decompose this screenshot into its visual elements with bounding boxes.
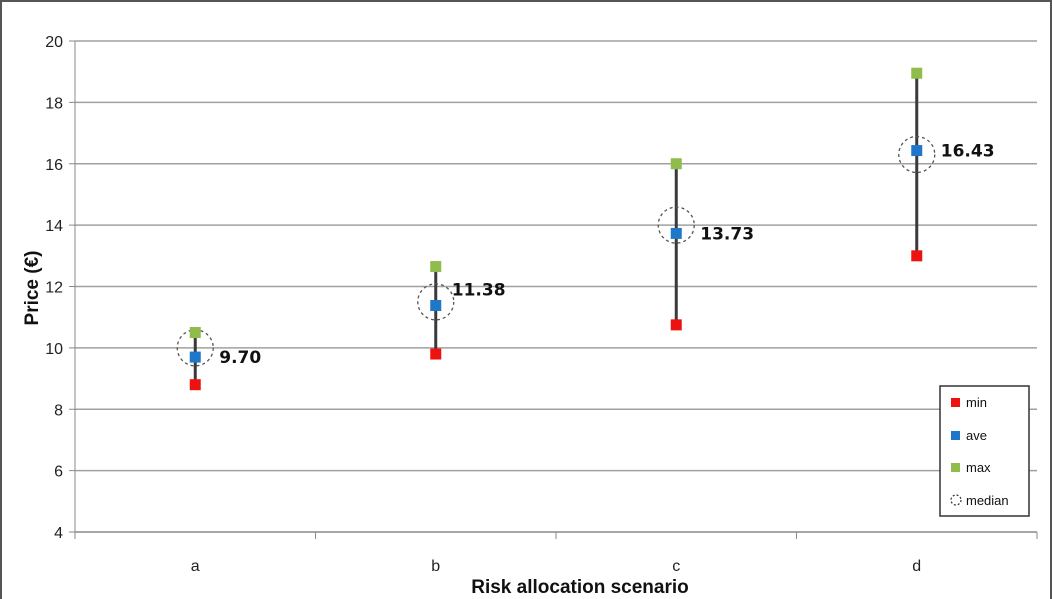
- legend-swatch-ave: [951, 431, 960, 440]
- ave-marker-c: [670, 227, 682, 239]
- y-tick-label-20: 20: [45, 34, 63, 51]
- legend-label-min: min: [966, 395, 987, 410]
- ave-marker-b: [430, 300, 442, 312]
- legend: min ave max median: [939, 385, 1030, 517]
- max-marker-d: [911, 67, 923, 79]
- data-label-a: 9.70: [219, 348, 261, 368]
- legend-label-ave: ave: [966, 428, 987, 443]
- range-lines: [193, 73, 919, 385]
- min-marker-c: [670, 319, 682, 331]
- ave-marker-d: [911, 145, 923, 157]
- y-tick-label-12: 12: [45, 280, 63, 297]
- x-tick-label-a: a: [191, 558, 200, 575]
- median-marker-d: [898, 135, 936, 174]
- max-marker-a: [189, 327, 201, 339]
- x-tick-label-c: c: [672, 558, 680, 575]
- grid: [69, 40, 1037, 533]
- median-marker-c: [657, 206, 695, 244]
- max-marker-c: [670, 158, 682, 170]
- data-labels: 9.70 11.38 13.73 16.43: [219, 142, 994, 369]
- data-label-d: 16.43: [941, 142, 995, 162]
- legend-swatch-min: [951, 398, 960, 407]
- x-axis-title: Risk allocation scenario: [471, 577, 689, 598]
- data-marks: [176, 67, 936, 391]
- data-label-b: 11.38: [452, 281, 506, 301]
- legend-label-max: max: [966, 460, 991, 475]
- y-tick-label-18: 18: [45, 95, 63, 112]
- y-tick-label-10: 10: [45, 341, 63, 358]
- min-marker-d: [911, 250, 923, 262]
- y-tick-label-8: 8: [54, 402, 63, 419]
- legend-swatch-median: [950, 494, 962, 506]
- y-axis-title: Price (€): [22, 251, 43, 326]
- legend-label-median: median: [966, 493, 1009, 508]
- x-tick-label-d: d: [912, 558, 921, 575]
- ave-marker-a: [189, 351, 201, 363]
- max-marker-b: [430, 261, 442, 273]
- y-axis-ticks: 4 6 8 10 12 14 16 18 20: [45, 34, 63, 542]
- min-marker-b: [430, 348, 442, 360]
- x-tick-label-b: b: [431, 558, 440, 575]
- y-tick-label-6: 6: [54, 464, 63, 481]
- legend-swatch-max: [951, 463, 960, 472]
- min-marker-a: [189, 379, 201, 391]
- median-marker-b: [417, 283, 455, 321]
- data-label-c: 13.73: [700, 224, 754, 244]
- y-tick-label-14: 14: [45, 218, 63, 235]
- y-tick-label-16: 16: [45, 157, 63, 174]
- legend-box: [939, 385, 1030, 517]
- y-tick-label-4: 4: [54, 525, 63, 542]
- x-axis: a b c d: [74, 41, 1038, 575]
